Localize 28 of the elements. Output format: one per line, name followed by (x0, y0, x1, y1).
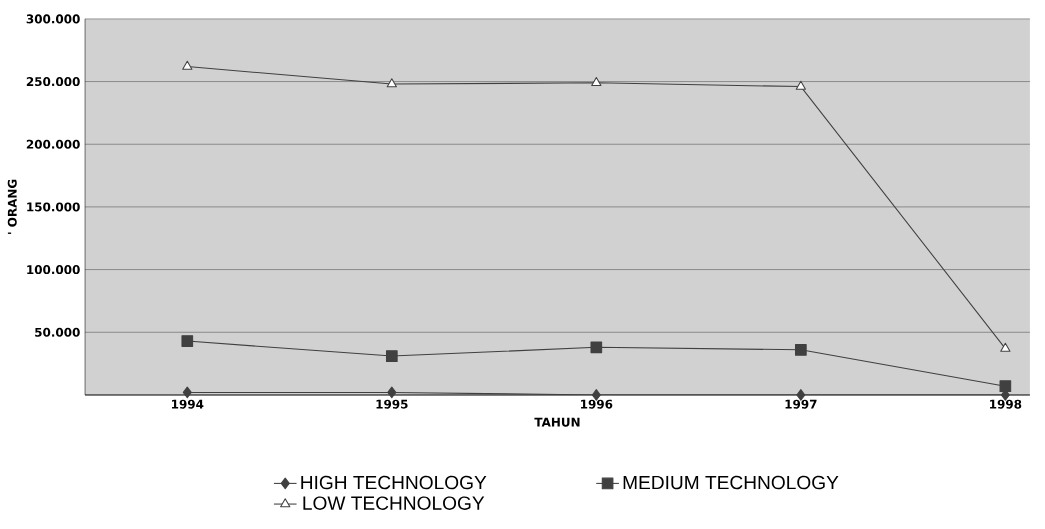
point (182, 386, 192, 399)
point (795, 80, 806, 90)
x-tick-label: 1996 (581, 399, 613, 409)
point (385, 350, 398, 362)
x-tick-label: 1995 (376, 399, 408, 409)
point (590, 341, 603, 354)
y-axis-title: ' ORANG (7, 179, 17, 234)
x-axis-title: TAHUN (534, 417, 580, 427)
point (591, 76, 602, 86)
legend-label: LOW TECHNOLOGY (303, 496, 485, 510)
y-tick-label: 200.000 (26, 139, 80, 149)
point (181, 335, 194, 347)
point (386, 78, 397, 88)
point (999, 380, 1012, 392)
point (1000, 342, 1011, 352)
y-tick-label: 300.000 (26, 14, 80, 24)
point (182, 60, 193, 70)
x-tick-label: 1998 (990, 399, 1022, 409)
y-tick-label: 50.000 (35, 327, 80, 337)
point (794, 343, 807, 356)
y-tick-label: 150.000 (27, 202, 80, 212)
y-tick-label: 250.000 (26, 77, 80, 87)
y-tick-label: 100.000 (27, 265, 80, 275)
point (387, 386, 397, 399)
legend-label: HIGH TECHNOLOGY (301, 475, 487, 490)
x-tick-label: 1994 (172, 399, 204, 409)
x-tick-label: 1997 (785, 399, 817, 409)
legend-label: MEDIUM TECHNOLOGY (623, 475, 839, 490)
